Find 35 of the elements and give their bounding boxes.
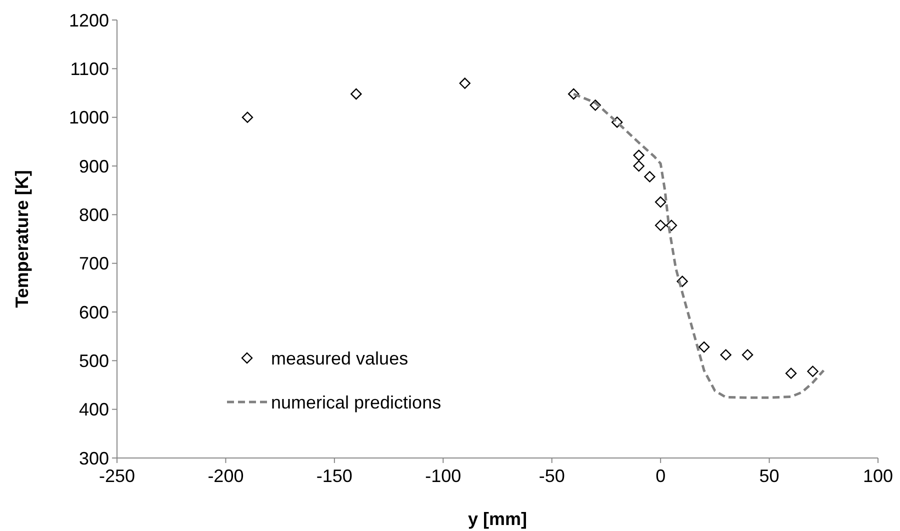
- y-tick-label: 1100: [70, 58, 109, 79]
- y-tick-label: 1000: [68, 108, 109, 128]
- x-axis-title: y [mm]: [468, 509, 528, 529]
- x-tick-label: -250: [98, 466, 136, 486]
- y-tick-label: 800: [78, 204, 109, 225]
- y-tick-label: 500: [78, 350, 109, 371]
- legend-label: measured values: [271, 348, 408, 368]
- x-tick-label: 0: [656, 466, 666, 486]
- point: [654, 220, 666, 231]
- x-tick-label: -200: [208, 466, 244, 486]
- point: [633, 160, 644, 172]
- y-tick-label: 600: [78, 302, 109, 322]
- point: [654, 196, 666, 208]
- point: [785, 368, 797, 379]
- x-tick-label: 100: [862, 466, 894, 486]
- y-tick-label: 1200: [68, 10, 109, 30]
- point: [698, 341, 710, 353]
- x-tick-label: -150: [316, 466, 352, 486]
- point: [459, 78, 470, 89]
- y-tick-label: 900: [78, 156, 109, 176]
- y-axis-title: Temperature [K]: [12, 170, 32, 308]
- y-tick-label: 300: [78, 448, 109, 468]
- legend-label: numerical predictions: [271, 392, 442, 412]
- x-tick-label: -50: [538, 466, 565, 486]
- point: [720, 349, 732, 360]
- point: [644, 171, 656, 182]
- point: [807, 366, 818, 377]
- x-tick-label: 50: [759, 466, 780, 486]
- point: [242, 112, 254, 123]
- y-tick-label: 700: [78, 254, 109, 274]
- point: [633, 150, 644, 161]
- x-tick-label: -100: [425, 466, 462, 486]
- point: [350, 88, 362, 100]
- y-tick-label: 400: [78, 400, 109, 420]
- point: [742, 349, 754, 360]
